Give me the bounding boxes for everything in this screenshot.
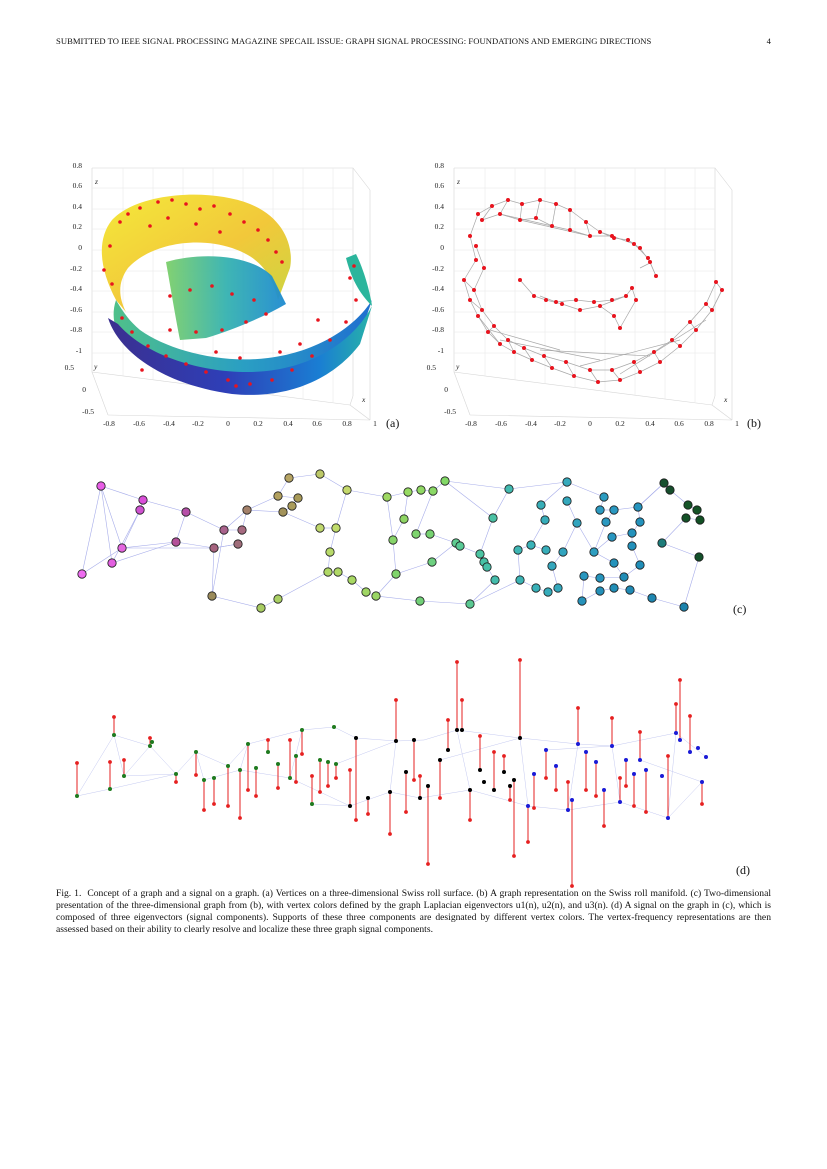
tick: -0.6 [70, 305, 82, 314]
tick: -0.6 [432, 305, 444, 314]
axis-y-label: y [455, 362, 460, 371]
page-number: 4 [766, 36, 771, 46]
swiss-roll-surface [101, 194, 372, 395]
tick: 0.2 [253, 419, 263, 428]
tick: 0 [226, 419, 230, 428]
panel-a-label: (a) [386, 416, 399, 430]
tick: 1 [373, 419, 377, 428]
tick: 0.5 [65, 363, 75, 372]
panel-b-box [453, 167, 733, 421]
panel-a-vertices [102, 198, 358, 388]
tick: 0.5 [427, 363, 437, 372]
panel-c: (c) [77, 469, 746, 616]
panel-d: (d) [75, 658, 750, 888]
tick: -1 [438, 346, 444, 355]
tick: -0.6 [133, 419, 145, 428]
tick: -0.2 [432, 264, 444, 273]
tick: 0.8 [704, 419, 714, 428]
panel-d-vertices-black [348, 728, 522, 808]
tick: -0.5 [444, 407, 456, 416]
axis-x-label: x [361, 395, 366, 404]
tick: 0 [444, 385, 448, 394]
panel-d-vertices-blue [526, 731, 708, 820]
caption-prefix: Fig. 1. [56, 888, 82, 899]
panel-b-label: (b) [747, 416, 761, 430]
tick: 0 [440, 243, 444, 252]
tick: -0.4 [525, 419, 537, 428]
panel-c-label: (c) [733, 602, 746, 616]
tick: 0.6 [312, 419, 322, 428]
panel-d-label: (d) [736, 863, 750, 877]
panel-d-stems [75, 658, 704, 888]
tick: 0.6 [435, 181, 445, 190]
tick: 0.2 [615, 419, 625, 428]
tick: 0.4 [645, 419, 655, 428]
panel-a-box [91, 167, 371, 421]
tick: 0 [588, 419, 592, 428]
tick: 0.6 [674, 419, 684, 428]
tick: 0.6 [73, 181, 83, 190]
tick: -0.8 [103, 419, 115, 428]
axis-z-label: z [456, 177, 460, 186]
axis-z-label: z [94, 177, 98, 186]
panel-a-ticks: 0.8 0.6 0.4 0.2 0 -0.2 -0.4 -0.6 -0.8 -1… [65, 161, 95, 416]
panel-d-edges [76, 726, 707, 819]
tick: -0.8 [432, 325, 444, 334]
tick: 0.8 [73, 161, 83, 170]
tick: -0.5 [82, 407, 94, 416]
figure-caption: Fig. 1. Concept of a graph and a signal … [56, 888, 771, 936]
panel-d-vertices-green [75, 725, 338, 806]
axis-y-label: y [93, 362, 98, 371]
tick: 0.4 [73, 202, 83, 211]
tick: -0.2 [70, 264, 82, 273]
axis-x-label: x [723, 395, 728, 404]
tick: -0.8 [465, 419, 477, 428]
panel-c-vertices [77, 469, 705, 613]
tick: -0.6 [495, 419, 507, 428]
panel-b-edges [463, 199, 723, 383]
panel-a: 0.8 0.6 0.4 0.2 0 -0.2 -0.4 -0.6 -0.8 -1… [65, 161, 400, 430]
running-title: SUBMITTED TO IEEE SIGNAL PROCESSING MAGA… [56, 36, 652, 46]
tick: 0.4 [283, 419, 293, 428]
tick: -0.8 [70, 325, 82, 334]
tick: 0.2 [73, 222, 83, 231]
panel-b: 0.8 0.6 0.4 0.2 0 -0.2 -0.4 -0.6 -0.8 -1… [427, 161, 761, 430]
tick: -0.2 [192, 419, 204, 428]
tick: -0.2 [554, 419, 566, 428]
tick: 0.2 [435, 222, 445, 231]
tick: 1 [735, 419, 739, 428]
tick: 0 [78, 243, 82, 252]
panel-b-grid [454, 168, 715, 402]
running-head: SUBMITTED TO IEEE SIGNAL PROCESSING MAGA… [56, 36, 771, 46]
tick: -0.4 [163, 419, 175, 428]
tick: -0.4 [432, 284, 444, 293]
tick: -1 [76, 346, 82, 355]
caption-text: Concept of a graph and a signal on a gra… [56, 888, 772, 935]
panel-b-vertices [462, 198, 724, 384]
tick: 0.8 [435, 161, 445, 170]
tick: 0.8 [342, 419, 352, 428]
tick: 0.4 [435, 202, 445, 211]
tick: -0.4 [70, 284, 82, 293]
tick: 0 [82, 385, 86, 394]
